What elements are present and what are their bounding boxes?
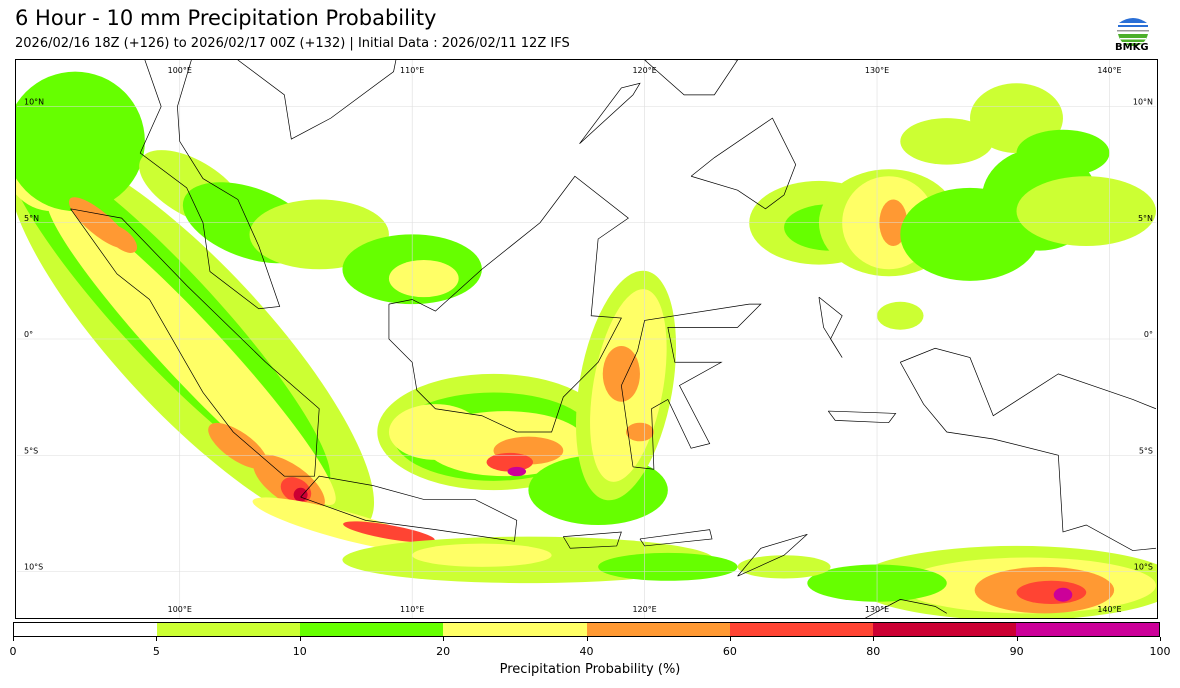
lon-label: 140°E xyxy=(1097,605,1121,614)
precip-area xyxy=(737,555,831,579)
coastline-indochina xyxy=(237,60,397,140)
coastline-seram xyxy=(827,410,897,424)
precip-area xyxy=(106,225,138,253)
colorbar-segment xyxy=(443,623,587,636)
colorbar-label: Precipitation Probability (%) xyxy=(499,662,681,677)
precip-area xyxy=(343,521,435,543)
colorbar-tick xyxy=(13,637,14,641)
bmkg-logo-icon xyxy=(1117,14,1149,46)
precip-area xyxy=(388,259,459,298)
precip-area xyxy=(900,118,994,165)
precipitation-map: 100°E 100°E 110°E 110°E 120°E 120°E 130°E 130°E… xyxy=(15,59,1158,619)
coastline-malay xyxy=(139,60,281,310)
coastline-sumatra xyxy=(70,208,320,477)
coastline-halmahera xyxy=(818,296,843,358)
precip-area xyxy=(388,404,482,460)
lat-label: 0° xyxy=(24,330,33,339)
coastline-palawan xyxy=(579,82,641,144)
lat-label: 0° xyxy=(1144,330,1153,339)
colorbar-segment xyxy=(300,623,444,636)
coastline-newguinea xyxy=(900,347,1157,417)
precip-area xyxy=(1016,129,1110,177)
lat-label: 10°N xyxy=(24,98,44,107)
lon-label: 130°E xyxy=(865,605,889,614)
colorbar-tick-label: 60 xyxy=(722,645,737,658)
precip-area xyxy=(877,301,924,330)
precip-area xyxy=(46,196,336,505)
colorbar-segment xyxy=(586,623,730,636)
precip-area xyxy=(1016,176,1156,246)
lat-label: 5°S xyxy=(24,446,38,455)
coastline-australia xyxy=(865,599,947,618)
lat-label: 10°S xyxy=(24,563,43,572)
lon-label: 120°E xyxy=(632,605,656,614)
coastline-borneo xyxy=(388,175,629,433)
lon-label: 120°E xyxy=(632,66,656,75)
graticule xyxy=(17,60,1156,618)
lat-label: 5°N xyxy=(24,214,39,223)
precipitation-layer xyxy=(16,71,1157,618)
colorbar-segment xyxy=(872,623,1016,636)
lon-label: 100°E xyxy=(168,605,192,614)
coastline-java xyxy=(300,475,518,542)
axis-labels: 100°E 100°E 110°E 110°E 120°E 120°E 130°E 130°E… xyxy=(24,66,1153,614)
colorbar-tick-label: 90 xyxy=(1009,645,1024,658)
colorbar-segment xyxy=(14,623,158,636)
colorbar-tick xyxy=(586,637,588,641)
coastline-sulawesi xyxy=(621,303,762,470)
colorbar-segment xyxy=(729,623,873,636)
colorbar-tick xyxy=(1160,637,1161,641)
colorbar-tick xyxy=(1016,637,1018,641)
coastline-visayas xyxy=(644,60,739,96)
colorbar-tick-label: 0 xyxy=(9,645,17,658)
coastline-timor xyxy=(737,533,808,577)
precip-area xyxy=(208,422,268,469)
lon-label: 110°E xyxy=(400,66,424,75)
coastline-mindanao xyxy=(690,117,797,210)
colorbar-tick-label: 20 xyxy=(436,645,451,658)
precip-area xyxy=(252,497,433,553)
precip-area xyxy=(293,487,308,502)
coastline-flores xyxy=(639,529,713,547)
page-title: 6 Hour - 10 mm Precipitation Probability xyxy=(15,6,437,30)
lat-label: 10°S xyxy=(1134,563,1153,572)
lon-label: 100°E xyxy=(168,66,192,75)
lat-label: 5°N xyxy=(1138,214,1153,223)
precip-area xyxy=(602,345,640,402)
lon-label: 130°E xyxy=(865,66,889,75)
colorbar-tick-label: 100 xyxy=(1149,645,1171,658)
precip-area xyxy=(1016,580,1087,605)
colorbar-tick xyxy=(156,637,158,641)
lat-label: 5°S xyxy=(1139,446,1153,455)
logo-text: BMKG xyxy=(1115,42,1149,53)
precip-area xyxy=(486,452,534,472)
lon-label: 140°E xyxy=(1097,66,1121,75)
precip-area xyxy=(412,543,552,567)
precip-area xyxy=(1053,587,1073,602)
colorbar-tick-label: 10 xyxy=(292,645,307,658)
colorbar-tick xyxy=(873,637,875,641)
precip-area xyxy=(507,466,527,477)
coastline-newguinea_s xyxy=(899,362,1156,551)
lat-label: 10°N xyxy=(1133,98,1153,107)
colorbar-tick-label: 80 xyxy=(866,645,881,658)
colorbar-tick xyxy=(443,637,445,641)
coastline-sumbawa xyxy=(562,531,622,549)
colorbar xyxy=(13,622,1160,637)
precip-area xyxy=(598,552,738,581)
coastlines xyxy=(70,60,1157,618)
colorbar-tick-label: 40 xyxy=(579,645,594,658)
colorbar-tick-label: 5 xyxy=(152,645,160,658)
page-subtitle: 2026/02/16 18Z (+126) to 2026/02/17 00Z … xyxy=(15,36,570,51)
colorbar-tick xyxy=(729,637,731,641)
precip-area xyxy=(626,422,654,442)
colorbar-segment xyxy=(1015,623,1159,636)
colorbar-segment xyxy=(157,623,301,636)
colorbar-tick xyxy=(299,637,301,641)
lon-label: 110°E xyxy=(400,605,424,614)
